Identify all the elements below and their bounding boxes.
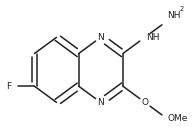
Text: O: O (141, 98, 148, 107)
Text: 2: 2 (179, 6, 183, 12)
Text: N: N (97, 98, 104, 107)
Text: NH: NH (167, 11, 180, 20)
Text: F: F (6, 82, 11, 91)
Text: N: N (97, 33, 104, 42)
Text: NH: NH (146, 33, 159, 42)
Text: OMe: OMe (167, 114, 187, 123)
